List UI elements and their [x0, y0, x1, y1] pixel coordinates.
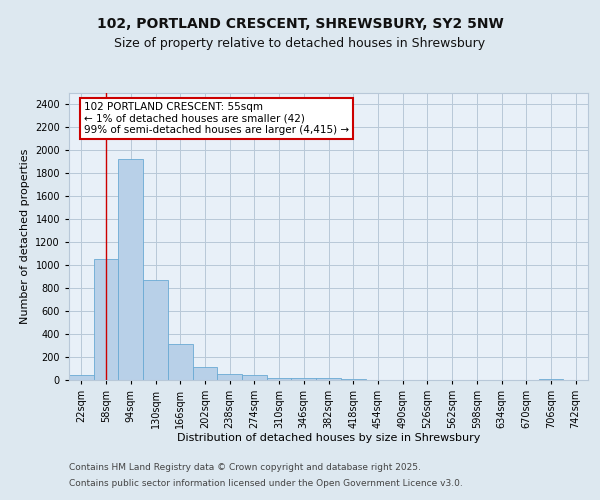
Text: Size of property relative to detached houses in Shrewsbury: Size of property relative to detached ho…: [115, 38, 485, 51]
Bar: [193, 368, 217, 380]
Bar: [94, 259, 118, 380]
Text: Contains public sector information licensed under the Open Government Licence v3: Contains public sector information licen…: [69, 478, 463, 488]
Bar: [69, 376, 94, 380]
X-axis label: Distribution of detached houses by size in Shrewsbury: Distribution of detached houses by size …: [177, 432, 480, 442]
Bar: [168, 344, 193, 380]
Bar: [267, 378, 292, 380]
Bar: [217, 374, 242, 380]
Bar: [292, 378, 316, 380]
Text: 102, PORTLAND CRESCENT, SHREWSBURY, SY2 5NW: 102, PORTLAND CRESCENT, SHREWSBURY, SY2 …: [97, 18, 503, 32]
Text: Contains HM Land Registry data © Crown copyright and database right 2025.: Contains HM Land Registry data © Crown c…: [69, 464, 421, 472]
Text: 102 PORTLAND CRESCENT: 55sqm
← 1% of detached houses are smaller (42)
99% of sem: 102 PORTLAND CRESCENT: 55sqm ← 1% of det…: [84, 102, 349, 135]
Bar: [118, 159, 143, 380]
Bar: [242, 375, 267, 380]
Y-axis label: Number of detached properties: Number of detached properties: [20, 148, 29, 324]
Bar: [316, 378, 341, 380]
Bar: [143, 280, 168, 380]
